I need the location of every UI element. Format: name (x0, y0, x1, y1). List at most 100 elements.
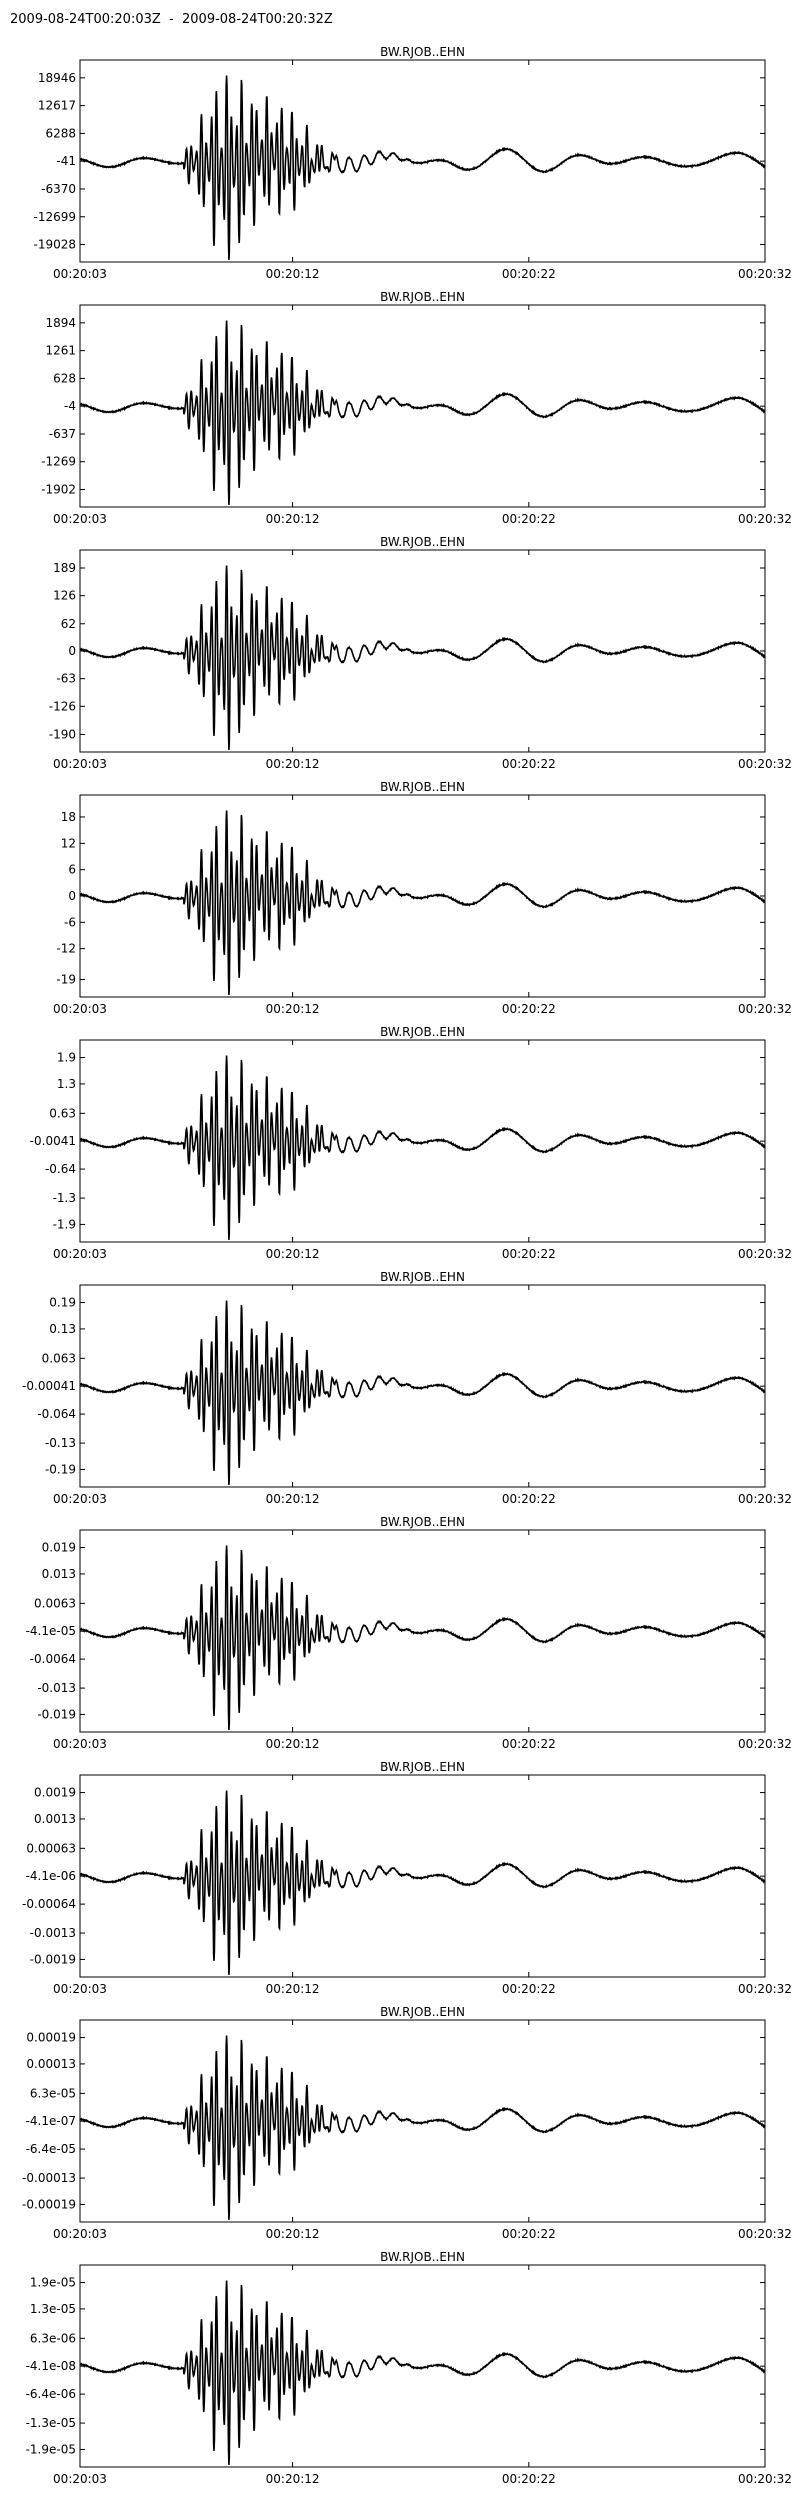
x-tick-label: 00:20:03 (53, 1002, 107, 1016)
chart-title: BW.RJOB..EHN (380, 1025, 465, 1039)
y-tick-label: 0.63 (49, 1106, 76, 1120)
chart-title: BW.RJOB..EHN (380, 1270, 465, 1284)
chart-title: BW.RJOB..EHN (380, 1515, 465, 1529)
x-tick-label: 00:20:22 (502, 2227, 556, 2241)
y-tick-label: -190 (49, 727, 76, 741)
y-tick-label: 1261 (45, 344, 76, 358)
chart-panel: BW.RJOB..EHN 18946 12617 6288 -41 -6370 -12699… (33, 45, 791, 281)
x-tick-label: 00:20:32 (738, 1492, 792, 1506)
x-tick-label: 00:20:12 (266, 757, 320, 771)
y-tick-label: -0.00019 (22, 2197, 76, 2211)
y-tick-label: -0.064 (37, 1407, 76, 1421)
y-tick-label: -1.3 (53, 1191, 76, 1205)
x-tick-label: 00:20:32 (738, 512, 792, 526)
y-tick-label: -0.013 (37, 1681, 76, 1695)
x-tick-label: 00:20:03 (53, 1737, 107, 1751)
y-tick-label: -63 (56, 672, 76, 686)
plot-frame (79, 59, 766, 263)
y-tick-label: -12699 (33, 210, 76, 224)
x-tick-label: 00:20:22 (502, 757, 556, 771)
chart-panel: BW.RJOB..EHN 0.19 0.13 0.063 -0.00041 -0.064 -… (22, 1270, 792, 1506)
y-tick-label: 0.00063 (26, 1841, 76, 1855)
x-tick-label: 00:20:03 (53, 2227, 107, 2241)
y-tick-label: 0.013 (42, 1567, 76, 1581)
y-tick-label: -0.19 (45, 1462, 76, 1476)
page-title: 2009-08-24T00:20:03Z - 2009-08-24T00:20:… (10, 12, 333, 27)
y-tick-label: -0.00041 (22, 1379, 76, 1393)
y-tick-label: -6.4e-06 (26, 2387, 76, 2401)
x-tick-label: 00:20:12 (266, 267, 320, 281)
chart-panel: BW.RJOB..EHN 1.9 1.3 0.63 -0.0041 -0.64 -1.3 -1… (30, 1025, 792, 1261)
y-tick-label: 0.19 (49, 1296, 76, 1310)
y-tick-label: 6.3e-06 (30, 2331, 76, 2345)
x-tick-label: 00:20:32 (738, 2472, 792, 2486)
x-tick-label: 00:20:22 (502, 1492, 556, 1506)
y-tick-label: -6.4e-05 (26, 2142, 76, 2156)
plot-frame (79, 794, 766, 998)
waveform-trace (79, 1055, 766, 1240)
y-tick-label: -41 (56, 154, 76, 168)
x-tick-label: 00:20:03 (53, 2472, 107, 2486)
x-tick-label: 00:20:12 (266, 1247, 320, 1261)
chart-title: BW.RJOB..EHN (380, 1760, 465, 1774)
y-tick-label: -4.1e-06 (26, 1869, 76, 1883)
x-tick-label: 00:20:22 (502, 2472, 556, 2486)
waveform-trace (79, 75, 766, 260)
y-tick-label: 0 (68, 889, 76, 903)
y-tick-label: 189 (53, 561, 76, 575)
y-tick-label: -126 (49, 699, 76, 713)
waveform-trace (79, 1545, 766, 1730)
waveform-trace (79, 810, 766, 995)
y-tick-label: -6370 (41, 182, 76, 196)
y-tick-label: -1.3e-05 (26, 2416, 76, 2430)
x-tick-label: 00:20:32 (738, 1002, 792, 1016)
y-tick-label: 1.3 (57, 1077, 76, 1091)
y-tick-label: 0.019 (42, 1541, 76, 1555)
y-tick-label: -1.9e-05 (26, 2442, 76, 2456)
y-tick-label: -0.019 (37, 1707, 76, 1721)
chart-panel: BW.RJOB..EHN 0.0019 0.0013 0.00063 -4.1e-06 -… (22, 1760, 792, 1996)
x-tick-label: 00:20:12 (266, 1737, 320, 1751)
y-tick-label: -0.00064 (22, 1897, 76, 1911)
x-tick-label: 00:20:03 (53, 1982, 107, 1996)
waveform-trace (79, 1790, 766, 1975)
y-tick-label: 1.9 (57, 1051, 76, 1065)
y-tick-label: -19028 (33, 238, 76, 252)
waveform-trace (79, 2280, 766, 2465)
y-tick-label: -19 (56, 972, 76, 986)
chart-title: BW.RJOB..EHN (380, 535, 465, 549)
x-tick-label: 00:20:32 (738, 1247, 792, 1261)
y-tick-label: -0.0019 (30, 1952, 76, 1966)
y-tick-label: -4.1e-05 (26, 1624, 76, 1638)
plot-frame (79, 1039, 766, 1243)
x-tick-label: 00:20:12 (266, 1492, 320, 1506)
y-tick-label: 6.3e-05 (30, 2086, 76, 2100)
y-tick-label: 18946 (38, 71, 76, 85)
x-tick-label: 00:20:32 (738, 267, 792, 281)
y-tick-label: -0.64 (45, 1162, 76, 1176)
chart-title: BW.RJOB..EHN (380, 45, 465, 59)
chart-title: BW.RJOB..EHN (380, 290, 465, 304)
y-tick-label: -6 (64, 915, 76, 929)
y-tick-label: 0.0019 (34, 1786, 76, 1800)
y-tick-label: 0.0013 (34, 1812, 76, 1826)
x-tick-label: 00:20:03 (53, 757, 107, 771)
plot-frame (79, 1774, 766, 1978)
x-tick-label: 00:20:03 (53, 1247, 107, 1261)
x-tick-label: 00:20:22 (502, 1002, 556, 1016)
y-tick-label: -1902 (41, 483, 76, 497)
x-tick-label: 00:20:32 (738, 2227, 792, 2241)
y-tick-label: 12617 (38, 99, 76, 113)
x-tick-label: 00:20:03 (53, 512, 107, 526)
y-tick-label: -637 (49, 427, 76, 441)
x-tick-label: 00:20:32 (738, 1982, 792, 1996)
x-tick-label: 00:20:12 (266, 512, 320, 526)
y-tick-label: -12 (56, 942, 76, 956)
y-tick-label: 1.9e-05 (30, 2276, 76, 2290)
y-tick-label: 1894 (45, 316, 76, 330)
y-tick-label: -0.0013 (30, 1926, 76, 1940)
chart-panel: BW.RJOB..EHN 18 12 6 0 -6 -12 -19 00:20:03 00:20:… (53, 780, 792, 1016)
x-tick-label: 00:20:03 (53, 267, 107, 281)
y-tick-label: 6288 (45, 126, 76, 140)
